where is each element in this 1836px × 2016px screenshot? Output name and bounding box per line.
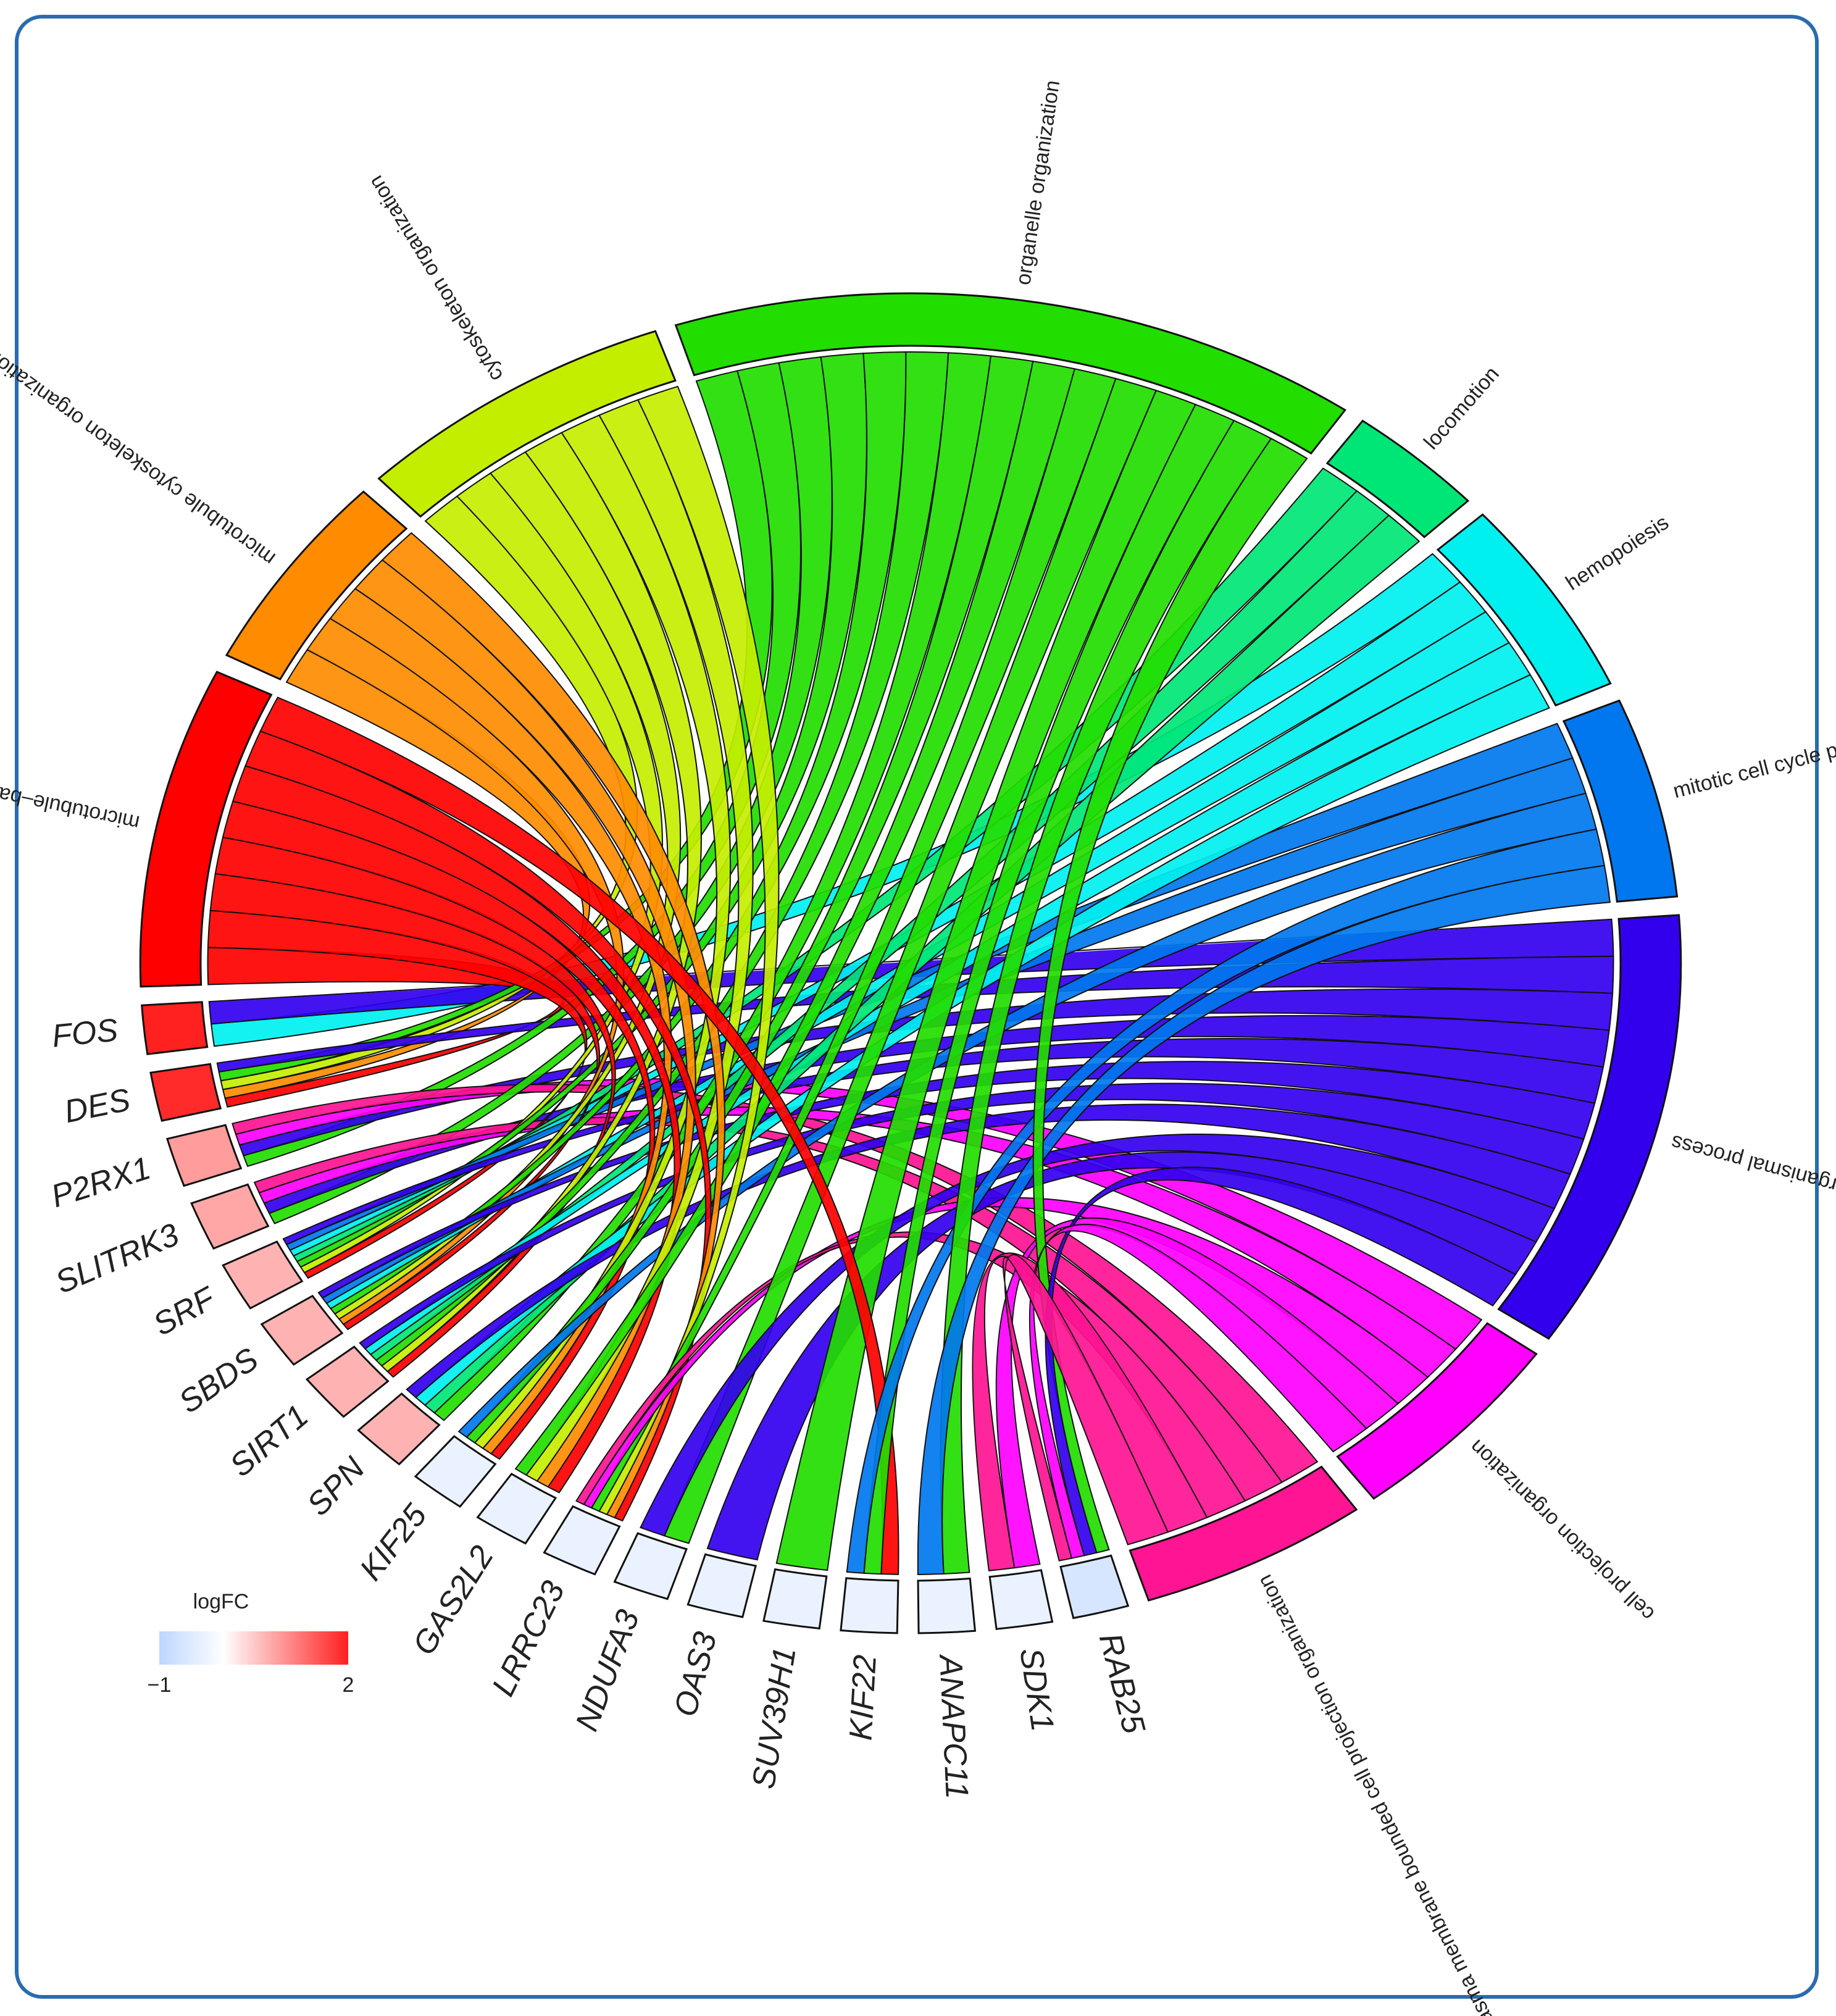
gene-arc bbox=[414, 1435, 497, 1508]
gene-label: NDUFA3 bbox=[569, 1605, 646, 1736]
chord-link bbox=[406, 1103, 1571, 1399]
gene-arc bbox=[190, 1183, 270, 1250]
term-label: regulation of multicellular organismal p… bbox=[1669, 1130, 1836, 1261]
gene-arc bbox=[917, 1577, 977, 1634]
chord-link bbox=[663, 377, 1158, 1544]
gene-arc bbox=[222, 1240, 304, 1310]
chord-link bbox=[321, 757, 1587, 1305]
gene-arc bbox=[141, 1001, 209, 1055]
chord-link bbox=[846, 828, 1606, 1574]
chord-link bbox=[1002, 1254, 1169, 1562]
gene-arc bbox=[543, 1505, 621, 1576]
chord-links bbox=[207, 351, 1614, 1575]
gene-label: SUV39H1 bbox=[746, 1644, 803, 1791]
chord-link bbox=[359, 1082, 1585, 1350]
gene-arc bbox=[149, 1063, 222, 1122]
gene-label: KIF22 bbox=[843, 1654, 883, 1742]
chord-link bbox=[863, 403, 1235, 1575]
term-label: hemopoiesis bbox=[1562, 511, 1673, 595]
chord-link bbox=[474, 414, 732, 1449]
chord-link bbox=[243, 362, 801, 1168]
chord-link bbox=[1032, 437, 1308, 1554]
legend-colorbar bbox=[159, 1631, 348, 1665]
chord-link bbox=[972, 1252, 1208, 1571]
gene-arc bbox=[686, 1553, 757, 1618]
gene-arc bbox=[1059, 1554, 1130, 1620]
term-label: cytoskeleton organization bbox=[364, 172, 508, 386]
gene-label: SPN bbox=[300, 1450, 372, 1523]
gene-arc bbox=[260, 1294, 344, 1366]
term-label: cell projection organization bbox=[1465, 1435, 1659, 1626]
gene-label: DES bbox=[61, 1082, 133, 1130]
term-arc bbox=[1497, 914, 1682, 1340]
logfc-legend: logFC −1 2 bbox=[148, 1590, 354, 1697]
chord-link bbox=[514, 360, 1076, 1476]
term-arc bbox=[1562, 699, 1679, 903]
legend-min-label: −1 bbox=[148, 1673, 172, 1697]
gene-arc bbox=[305, 1345, 390, 1418]
gene-arc bbox=[357, 1392, 441, 1466]
chord-link bbox=[917, 864, 1611, 1575]
gene-label: GAS2L2 bbox=[406, 1539, 501, 1661]
term-label: microtubule–based process bbox=[0, 759, 141, 835]
gene-label: P2RX1 bbox=[47, 1150, 155, 1215]
term-label: mitotic cell cycle process bbox=[1671, 722, 1836, 803]
gene-label: SDK1 bbox=[1012, 1646, 1060, 1734]
term-arc bbox=[225, 490, 408, 681]
term-arc bbox=[139, 671, 273, 988]
term-arc bbox=[674, 292, 1347, 455]
gene-arc bbox=[165, 1124, 243, 1187]
chord-link bbox=[775, 390, 1196, 1571]
gene-arc bbox=[476, 1473, 557, 1545]
chord-link bbox=[1029, 1224, 1367, 1559]
chord-link bbox=[598, 385, 780, 1516]
gene-arc bbox=[762, 1568, 828, 1630]
gene-label: SLITRK3 bbox=[50, 1216, 184, 1300]
gene-label: KIF25 bbox=[353, 1497, 435, 1587]
chord-link bbox=[268, 356, 833, 1224]
gene-label: SRF bbox=[148, 1279, 223, 1343]
chord-link bbox=[207, 947, 565, 1108]
chord-link bbox=[259, 696, 899, 1575]
gene-label: SBDS bbox=[172, 1341, 265, 1420]
gene-label: ANAPC11 bbox=[932, 1652, 975, 1800]
chord-link bbox=[575, 1231, 1246, 1518]
arc-segments bbox=[139, 292, 1682, 1634]
term-label: microtubule cytoskeleton organization bbox=[0, 345, 280, 571]
gene-label: FOS bbox=[50, 1012, 119, 1054]
term-arc bbox=[1325, 419, 1470, 538]
gene-label: SIRT1 bbox=[223, 1398, 315, 1484]
gene-arc bbox=[840, 1577, 899, 1634]
chord-link bbox=[640, 1133, 1556, 1537]
chord-link bbox=[940, 419, 1272, 1575]
term-arc bbox=[1336, 1322, 1538, 1500]
legend-title: logFC bbox=[193, 1590, 249, 1613]
chord-link bbox=[590, 368, 1117, 1512]
gene-arc bbox=[988, 1569, 1054, 1630]
term-arc bbox=[1129, 1465, 1358, 1602]
chord-link bbox=[525, 399, 754, 1482]
term-arc bbox=[1436, 513, 1612, 707]
chord-link bbox=[381, 532, 725, 1519]
gene-label: LRRC23 bbox=[485, 1575, 572, 1702]
term-arc bbox=[377, 330, 677, 518]
chord-link bbox=[583, 1197, 1429, 1509]
gene-arc bbox=[613, 1532, 688, 1600]
gene-label: RAB25 bbox=[1092, 1629, 1152, 1738]
gene-label: OAS3 bbox=[667, 1628, 724, 1720]
term-label: plasma membrane bounded cell projection … bbox=[1253, 1571, 1505, 2016]
chord-link bbox=[433, 352, 992, 1421]
legend-max-label: 2 bbox=[343, 1673, 354, 1697]
term-label: organelle organization bbox=[1011, 78, 1064, 287]
term-label: locomotion bbox=[1419, 362, 1504, 454]
chord-link bbox=[292, 467, 1358, 1263]
